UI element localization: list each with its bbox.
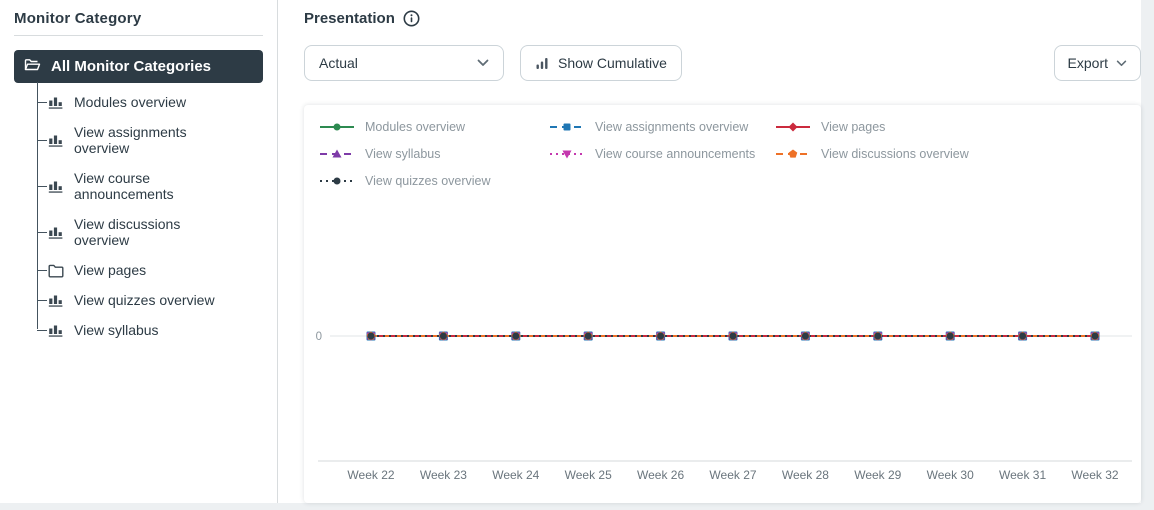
export-label: Export	[1067, 55, 1108, 71]
sidebar-item-label: View assignments overview	[74, 124, 187, 156]
legend-label: View syllabus	[365, 147, 441, 161]
legend-label: View assignments overview	[595, 120, 749, 134]
show-cumulative-label: Show Cumulative	[558, 55, 667, 71]
plot: 0 Week 22 Week 23 Week 24 Week 25 Week 26 Week…	[316, 331, 1132, 482]
x-tick-label: Week 22	[347, 468, 394, 482]
app-window: Monitor Category All Monitor Categories …	[0, 0, 1141, 503]
bar-chart-icon	[48, 132, 65, 148]
series-marker	[439, 332, 447, 340]
legend-label: Modules overview	[365, 120, 466, 134]
presentation-select-value: Actual	[319, 55, 358, 71]
series-marker	[562, 150, 572, 159]
legend-item[interactable]: View assignments overview	[549, 118, 775, 136]
legend-marker-icon	[320, 123, 354, 131]
series-marker	[657, 332, 665, 340]
legend-label: View pages	[821, 120, 886, 134]
series-marker	[512, 332, 520, 340]
folder-icon	[48, 263, 65, 278]
chevron-down-icon	[477, 59, 489, 67]
sidebar-item-modules-overview[interactable]: Modules overview	[14, 87, 263, 117]
sidebar: Monitor Category All Monitor Categories …	[0, 0, 278, 503]
sidebar-item-view-assignments-overview[interactable]: View assignments overview	[14, 117, 263, 163]
legend-item[interactable]: View course announcements	[549, 145, 775, 163]
series-marker	[333, 177, 341, 185]
legend-label: View discussions overview	[821, 147, 969, 161]
series-marker	[563, 123, 571, 131]
sidebar-item-view-pages[interactable]: View pages	[14, 255, 263, 285]
chevron-down-icon	[1116, 60, 1127, 67]
x-tick-label: Week 27	[709, 468, 756, 482]
sidebar-item-view-syllabus[interactable]: View syllabus	[14, 315, 263, 345]
sidebar-item-label: View course announcements	[74, 170, 174, 202]
x-tick-label: Week 29	[854, 468, 901, 482]
legend-marker-icon	[550, 123, 584, 131]
show-cumulative-button[interactable]: Show Cumulative	[520, 45, 682, 81]
legend-label: View quizzes overview	[365, 174, 491, 188]
info-icon[interactable]	[403, 10, 420, 27]
series-marker	[946, 332, 954, 340]
sidebar-title: Monitor Category	[14, 10, 142, 27]
sidebar-item-label: View discussions overview	[74, 216, 181, 248]
series-marker	[788, 122, 798, 132]
sidebar-item-view-quizzes-overview[interactable]: View quizzes overview	[14, 285, 263, 315]
sidebar-selected-label: All Monitor Categories	[51, 58, 212, 75]
x-tick-label: Week 28	[782, 468, 829, 482]
legend-item[interactable]: Modules overview	[319, 118, 549, 136]
series-marker	[584, 332, 592, 340]
series-marker	[367, 332, 375, 340]
x-tick-label: Week 24	[492, 468, 539, 482]
sidebar-item-view-discussions-overview[interactable]: View discussions overview	[14, 209, 263, 255]
legend-item[interactable]: View quizzes overview	[319, 172, 549, 190]
sidebar-item-all-monitor-categories[interactable]: All Monitor Categories	[14, 50, 263, 83]
legend-marker-icon	[776, 122, 810, 132]
x-tick-label: Week 26	[637, 468, 684, 482]
presentation-select[interactable]: Actual	[304, 45, 504, 81]
x-tick-label: Week 25	[565, 468, 612, 482]
chart-card: Modules overview View assignments overvie…	[304, 105, 1141, 503]
sidebar-item-view-course-announcements[interactable]: View course announcements	[14, 163, 263, 209]
sidebar-item-label: View quizzes overview	[74, 292, 215, 308]
category-tree: Modules overview View assignments overvi…	[14, 82, 263, 345]
sidebar-item-label: View syllabus	[74, 322, 159, 338]
legend-marker-icon	[550, 150, 584, 159]
series-marker	[333, 123, 341, 131]
y-tick-label: 0	[316, 331, 322, 343]
chart-legend: Modules overview View assignments overvie…	[304, 118, 1141, 190]
x-tick-label: Week 30	[927, 468, 974, 482]
x-tick-label: Week 32	[1071, 468, 1118, 482]
bar-chart-icon	[48, 178, 65, 194]
legend-item[interactable]: View pages	[775, 118, 1141, 136]
legend-marker-icon	[776, 149, 810, 158]
bar-chart-icon	[48, 322, 65, 338]
series-marker	[874, 332, 882, 340]
legend-label: View course announcements	[595, 147, 756, 161]
legend-marker-icon	[320, 177, 354, 185]
bar-chart-small-icon	[535, 56, 549, 70]
series-marker	[729, 332, 737, 340]
export-button[interactable]: Export	[1053, 45, 1141, 81]
bar-chart-icon	[48, 292, 65, 308]
bar-chart-icon	[48, 94, 65, 110]
divider	[14, 35, 263, 36]
legend-marker-icon	[320, 149, 354, 158]
series-marker	[1091, 332, 1099, 340]
series-marker	[332, 149, 342, 158]
sidebar-item-label: Modules overview	[74, 94, 187, 110]
main-panel: Presentation Actual Show Cumulative Expo…	[278, 0, 1143, 503]
x-tick-label: Week 31	[999, 468, 1046, 482]
x-tick-label: Week 23	[420, 468, 467, 482]
folder-open-icon	[24, 57, 41, 76]
series-markers	[366, 331, 1100, 341]
series-marker	[801, 332, 809, 340]
series-marker	[1019, 332, 1027, 340]
legend-item[interactable]: View discussions overview	[775, 145, 1141, 163]
legend-item[interactable]: View syllabus	[319, 145, 549, 163]
page-title: Presentation	[304, 10, 395, 27]
bar-chart-icon	[48, 224, 65, 240]
series-marker	[788, 149, 798, 158]
toolbar: Actual Show Cumulative Export	[304, 45, 1141, 81]
sidebar-item-label: View pages	[74, 262, 147, 278]
